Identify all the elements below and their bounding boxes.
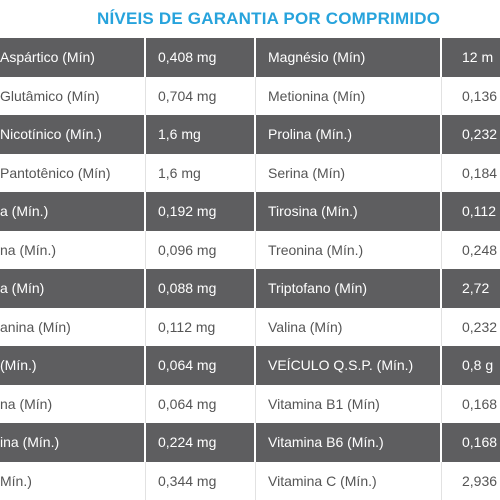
nutrient-amount: 1,6 mg	[146, 115, 256, 154]
nutrient-amount: 0,408 mg	[146, 38, 256, 77]
nutrient-amount: 0,232	[462, 126, 498, 142]
nutrient-name: a (Mín.)	[0, 192, 146, 231]
header-title: NÍVEIS DE GARANTIA POR COMPRIMIDO	[97, 9, 441, 28]
nutrient-amount: 0,064 mg	[146, 346, 256, 385]
table-row: ina (Mín.) 0,224 mg Vitamina B6 (Mín.) 0,16…	[0, 423, 500, 462]
nutrient-name: Glutâmico (Mín)	[0, 76, 146, 115]
nutrient-name: Prolina (Mín.)	[256, 115, 442, 154]
nutrient-name: Vitamina C (Mín.)	[256, 461, 442, 500]
nutrient-name: VEÍCULO Q.S.P. (Mín.)	[256, 346, 442, 385]
nutrient-name: na (Mín.)	[0, 230, 146, 269]
nutrient-amount: 0,096 mg	[146, 230, 256, 269]
table-row: Glutâmico (Mín) 0,704 mg Metionina (Mín) 0,…	[0, 76, 500, 115]
nutrient-amount: 2,936	[462, 472, 498, 489]
table: Aspártico (Mín) 0,408 mg Magnésio (Mín) 12 …	[0, 38, 500, 500]
nutrient-amount: 2,72	[462, 280, 490, 296]
nutrient-name: na (Mín)	[0, 384, 146, 423]
nutrient-name: Treonina (Mín.)	[256, 230, 442, 269]
table-row: Pantotênico (Mín) 1,6 mg Serina (Mín) 0,184	[0, 153, 500, 192]
nutrient-amount: 0,224 mg	[146, 423, 256, 462]
nutrient-amount: 0,168	[462, 395, 498, 412]
header: NÍVEIS DE GARANTIA POR COMPRIMIDO	[0, 0, 500, 38]
table-row: Mín.) 0,344 mg Vitamina C (Mín.) 2,936	[0, 461, 500, 500]
nutrient-name: Pantotênico (Mín)	[0, 153, 146, 192]
nutrient-name: Tirosina (Mín.)	[256, 192, 442, 231]
nutrient-amount: 12 m	[462, 49, 494, 65]
nutrient-name: Aspártico (Mín)	[0, 38, 146, 77]
nutrient-amount: 0,088 mg	[146, 269, 256, 308]
nutrient-amount: 1,6 mg	[146, 153, 256, 192]
nutrient-name: (Mín.)	[0, 346, 146, 385]
nutrient-name: Magnésio (Mín)	[256, 38, 442, 77]
table-row: Nicotínico (Mín.) 1,6 mg Prolina (Mín.) 0,2…	[0, 115, 500, 154]
nutrient-name: Valina (Mín)	[256, 307, 442, 346]
nutrient-amount: 0,232	[462, 318, 498, 335]
nutrient-amount: 0,168	[462, 434, 498, 450]
nutrient-name: Metionina (Mín)	[256, 76, 442, 115]
nutrient-name: ina (Mín.)	[0, 423, 146, 462]
table-row: a (Mín) 0,088 mg Triptofano (Mín) 2,72	[0, 269, 500, 308]
nutrient-amount: 0,184	[462, 164, 498, 181]
nutrient-name: Vitamina B1 (Mín)	[256, 384, 442, 423]
table-row: anina (Mín) 0,112 mg Valina (Mín) 0,232	[0, 307, 500, 346]
nutrient-name: Serina (Mín)	[256, 153, 442, 192]
table-row: a (Mín.) 0,192 mg Tirosina (Mín.) 0,112	[0, 192, 500, 231]
nutrient-amount: 0,248	[462, 241, 498, 258]
nutrient-amount: 0,8 g	[462, 357, 494, 373]
nutrient-amount: 0,112	[462, 203, 496, 219]
nutrient-name: Vitamina B6 (Mín.)	[256, 423, 442, 462]
table-row: na (Mín) 0,064 mg Vitamina B1 (Mín) 0,168	[0, 384, 500, 423]
nutrient-amount: 0,344 mg	[146, 461, 256, 500]
nutrient-name: Triptofano (Mín)	[256, 269, 442, 308]
nutrient-amount: 0,112 mg	[146, 307, 256, 346]
nutrient-amount: 0,704 mg	[146, 76, 256, 115]
nutrient-amount: 0,192 mg	[146, 192, 256, 231]
nutrient-name: a (Mín)	[0, 269, 146, 308]
nutrient-name: anina (Mín)	[0, 307, 146, 346]
nutrient-name: Mín.)	[0, 461, 146, 500]
nutrient-amount: 0,136	[462, 87, 498, 104]
table-row: Aspártico (Mín) 0,408 mg Magnésio (Mín) 12 …	[0, 38, 500, 77]
table-row: (Mín.) 0,064 mg VEÍCULO Q.S.P. (Mín.) 0,8 g	[0, 346, 500, 385]
table-row: na (Mín.) 0,096 mg Treonina (Mín.) 0,248	[0, 230, 500, 269]
nutrient-name: Nicotínico (Mín.)	[0, 115, 146, 154]
nutrient-amount: 0,064 mg	[146, 384, 256, 423]
